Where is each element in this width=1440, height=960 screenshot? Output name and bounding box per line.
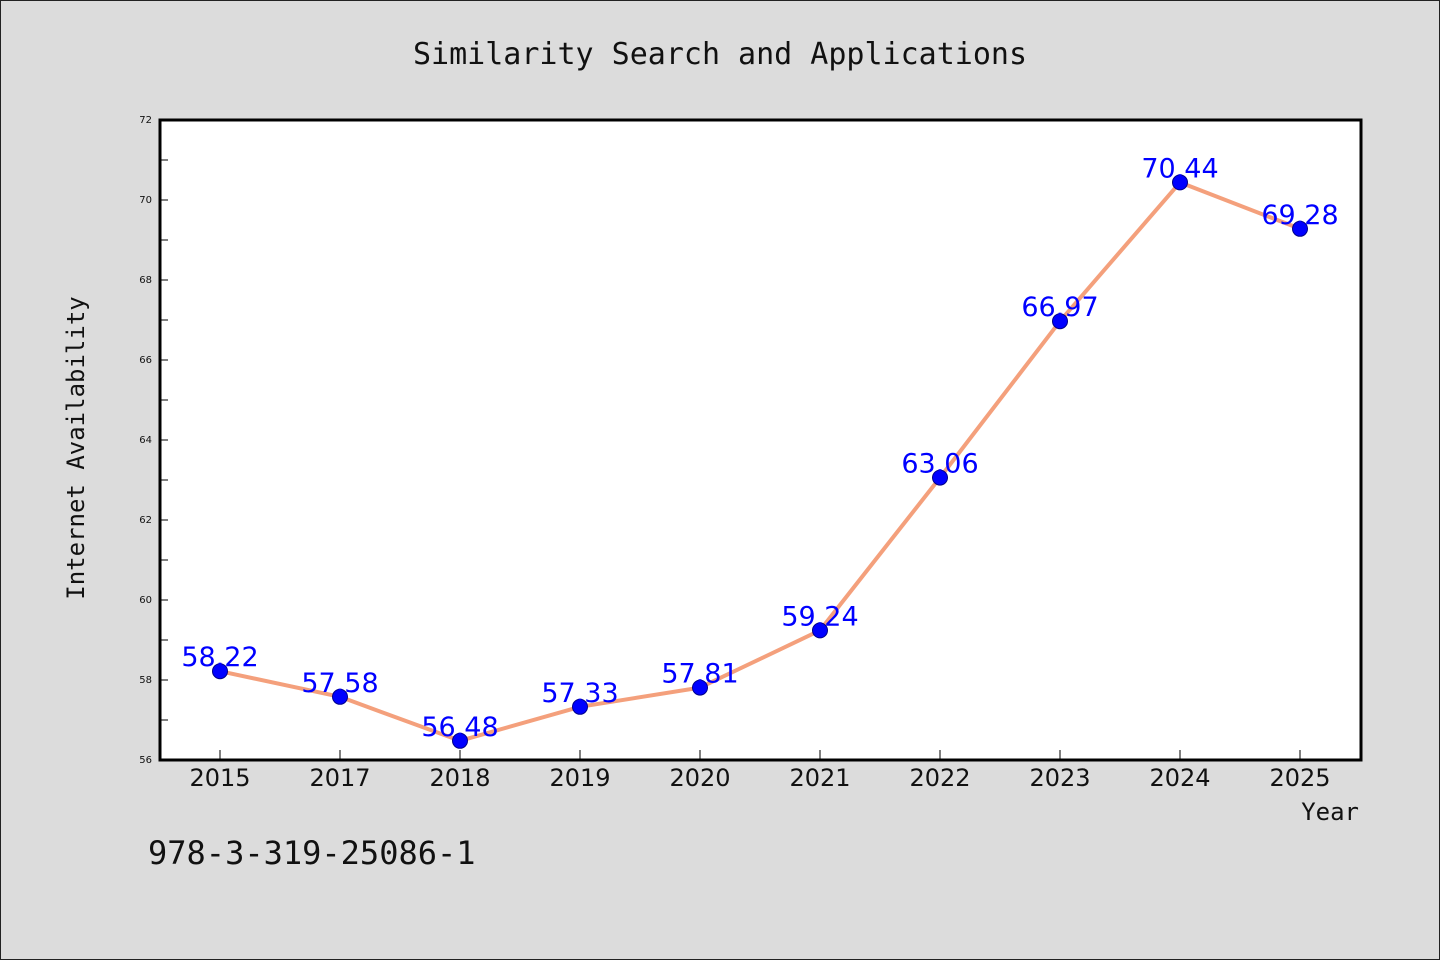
data-label: 70.44 [1141, 153, 1218, 184]
x-tick-label: 2023 [1029, 764, 1090, 792]
data-point [572, 698, 588, 715]
y-tick-label: 70 [139, 195, 152, 206]
y-tick-label: 56 [139, 755, 152, 766]
y-tick-label: 58 [139, 675, 152, 686]
plot-area [158, 118, 1363, 762]
y-tick-label: 68 [139, 275, 152, 286]
y-tick-label: 66 [139, 355, 152, 366]
data-label: 63.06 [901, 449, 978, 480]
x-tick-label: 2024 [1149, 764, 1210, 792]
data-point [1292, 220, 1308, 237]
x-axis: 2015 2017 2018 2019 2020 2021 2022 2023 2024 2025 [189, 750, 1331, 792]
data-label: 57.58 [301, 668, 378, 699]
data-point [692, 679, 708, 696]
series-line [219, 180, 1301, 743]
y-tick-label: 64 [139, 435, 152, 446]
x-tick-label: 2018 [429, 764, 490, 792]
data-label: 69.28 [1261, 200, 1338, 231]
x-tick-label: 2015 [189, 764, 250, 792]
isbn-text: 978-3-319-25086-1 [148, 834, 476, 872]
data-label: 59.24 [781, 601, 858, 632]
x-tick-label: 2020 [669, 764, 730, 792]
data-label: 66.97 [1021, 292, 1098, 323]
data-labels: 58.22 57.58 56.48 57.33 57.81 59.24 63.06 66.97… [181, 153, 1338, 742]
y-axis-label: Internet Availability [62, 296, 90, 599]
y-axis: 56 58 60 62 64 66 68 70 72 [139, 115, 168, 766]
x-tick-label: 2025 [1269, 764, 1330, 792]
data-point [932, 469, 948, 486]
y-tick-label: 72 [139, 115, 152, 126]
data-label: 57.81 [661, 659, 738, 690]
y-tick-label: 60 [139, 595, 152, 606]
y-tick-label: 62 [139, 515, 152, 526]
data-point [1172, 174, 1188, 191]
x-tick-label: 2019 [549, 764, 610, 792]
x-tick-label: 2021 [789, 764, 850, 792]
data-label: 56.48 [421, 712, 498, 743]
data-point [1052, 313, 1068, 330]
x-tick-label: 2017 [309, 764, 370, 792]
chart-title: Similarity Search and Applications [413, 37, 1027, 72]
data-point [812, 622, 828, 639]
data-point [332, 688, 348, 705]
data-label: 58.22 [181, 642, 258, 673]
series-markers [212, 174, 1308, 749]
x-axis-label: Year [1301, 798, 1359, 826]
x-tick-label: 2022 [909, 764, 970, 792]
data-label: 57.33 [541, 678, 618, 709]
data-point [452, 732, 468, 749]
data-point [212, 663, 228, 680]
